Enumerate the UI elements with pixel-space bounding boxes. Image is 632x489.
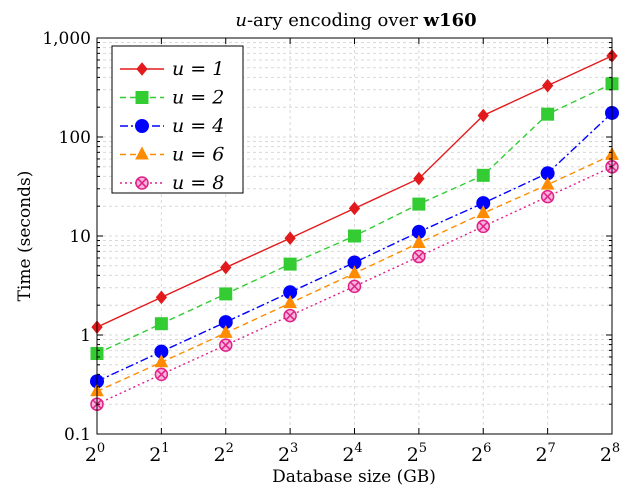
data-point-otimes (283, 308, 297, 323)
chart-title-text: -ary encoding over (247, 10, 424, 31)
data-point-triangle (412, 234, 426, 248)
legend-label: u = 4 (172, 115, 224, 137)
x-tick-base: 2 (407, 444, 419, 466)
x-tick-label: 27 (535, 441, 555, 466)
y-axis-title: Time (seconds) (15, 171, 35, 302)
x-tick-exponent: 6 (483, 441, 491, 456)
x-tick-base: 2 (600, 444, 612, 466)
legend-box (111, 45, 244, 194)
x-tick-exponent: 3 (290, 441, 298, 456)
data-point-diamond (136, 62, 148, 76)
data-point-otimes (219, 338, 233, 352)
data-point-circle (135, 119, 149, 133)
legend-label: u = 6 (172, 144, 224, 166)
data-point-square (541, 107, 555, 121)
x-tick-exponent: 1 (161, 441, 169, 456)
otimes-cross (221, 340, 231, 350)
data-point-diamond (220, 260, 232, 275)
chart-title-variable: u (235, 10, 247, 31)
x-tick-base: 2 (278, 444, 290, 466)
x-tick-label: 22 (214, 441, 234, 466)
data-point-triangle (283, 295, 297, 309)
series-4 (90, 146, 619, 397)
data-point-otimes (347, 279, 362, 294)
data-point-otimes (540, 189, 555, 204)
legend-entry: u = 1 (120, 58, 224, 80)
series-5 (90, 160, 619, 411)
data-point-triangle (135, 146, 149, 160)
x-tick-label: 26 (471, 441, 491, 466)
data-point-square (412, 197, 426, 211)
chart-title-dataset: w160 (423, 10, 477, 31)
legend-entry: u = 4 (120, 115, 224, 137)
legend: u = 1 u = 2 u = 4 u = 6 u = 8 (111, 45, 244, 194)
data-point-diamond (348, 201, 361, 216)
otimes-cross (542, 191, 553, 202)
data-point-square (219, 287, 233, 301)
data-point-square (135, 91, 149, 104)
x-tick-label: 24 (342, 441, 362, 466)
x-tick-base: 2 (471, 444, 483, 466)
data-point-otimes (154, 367, 169, 382)
otimes-cross (349, 281, 360, 292)
data-point-diamond (413, 171, 425, 186)
data-point-square (476, 168, 490, 182)
y-tick-label: 1,000 (42, 29, 91, 49)
data-point-square (283, 257, 297, 271)
x-tick-base: 2 (149, 444, 161, 466)
otimes-cross (478, 221, 488, 232)
legend-entry: u = 6 (120, 144, 224, 166)
x-axis-title: Database size (GB) (272, 467, 436, 487)
legend-entry: u = 8 (120, 172, 224, 194)
data-point-otimes (476, 219, 490, 234)
data-point-otimes (412, 249, 426, 264)
chart-title: u-ary encoding over w160 (235, 10, 476, 31)
legend-label: u = 2 (172, 87, 224, 109)
x-tick-exponent: 7 (548, 441, 556, 456)
x-tick-exponent: 5 (419, 441, 427, 456)
x-tick-base: 2 (85, 444, 97, 466)
data-point-square (348, 229, 361, 243)
legend-label: u = 8 (172, 172, 224, 194)
series-1 (91, 49, 618, 334)
y-tick-label: 10 (69, 227, 91, 247)
data-point-square (154, 317, 168, 331)
otimes-cross (285, 310, 295, 321)
x-tick-exponent: 0 (97, 441, 105, 456)
data-point-diamond (541, 78, 554, 93)
data-point-otimes (135, 176, 149, 190)
x-tick-base: 2 (342, 444, 354, 466)
series-2 (90, 77, 619, 361)
x-tick-base: 2 (535, 444, 547, 466)
data-point-diamond (284, 231, 296, 245)
y-tick-label: 100 (59, 128, 91, 148)
otimes-cross (414, 251, 424, 262)
data-point-diamond (155, 290, 168, 305)
x-tick-label: 28 (600, 441, 620, 466)
x-tick-exponent: 2 (226, 441, 234, 456)
data-point-triangle (154, 354, 169, 368)
x-tick-label: 23 (278, 441, 298, 466)
x-tick-base: 2 (214, 444, 226, 466)
y-tick-label: 0.1 (64, 425, 91, 445)
otimes-cross (156, 369, 167, 380)
data-point-triangle (540, 176, 555, 190)
x-tick-exponent: 4 (354, 441, 362, 456)
x-tick-label: 21 (149, 441, 169, 466)
x-tick-label: 20 (85, 441, 105, 466)
otimes-cross (137, 178, 147, 188)
y-tick-label: 1 (80, 326, 91, 346)
data-point-triangle (476, 205, 491, 219)
legend-entry: u = 2 (120, 87, 224, 109)
data-point-diamond (477, 108, 489, 123)
x-tick-exponent: 8 (612, 441, 620, 456)
x-tick-label: 25 (407, 441, 427, 466)
data-point-triangle (347, 265, 362, 279)
legend-label: u = 1 (172, 58, 224, 80)
data-point-triangle (218, 324, 233, 338)
